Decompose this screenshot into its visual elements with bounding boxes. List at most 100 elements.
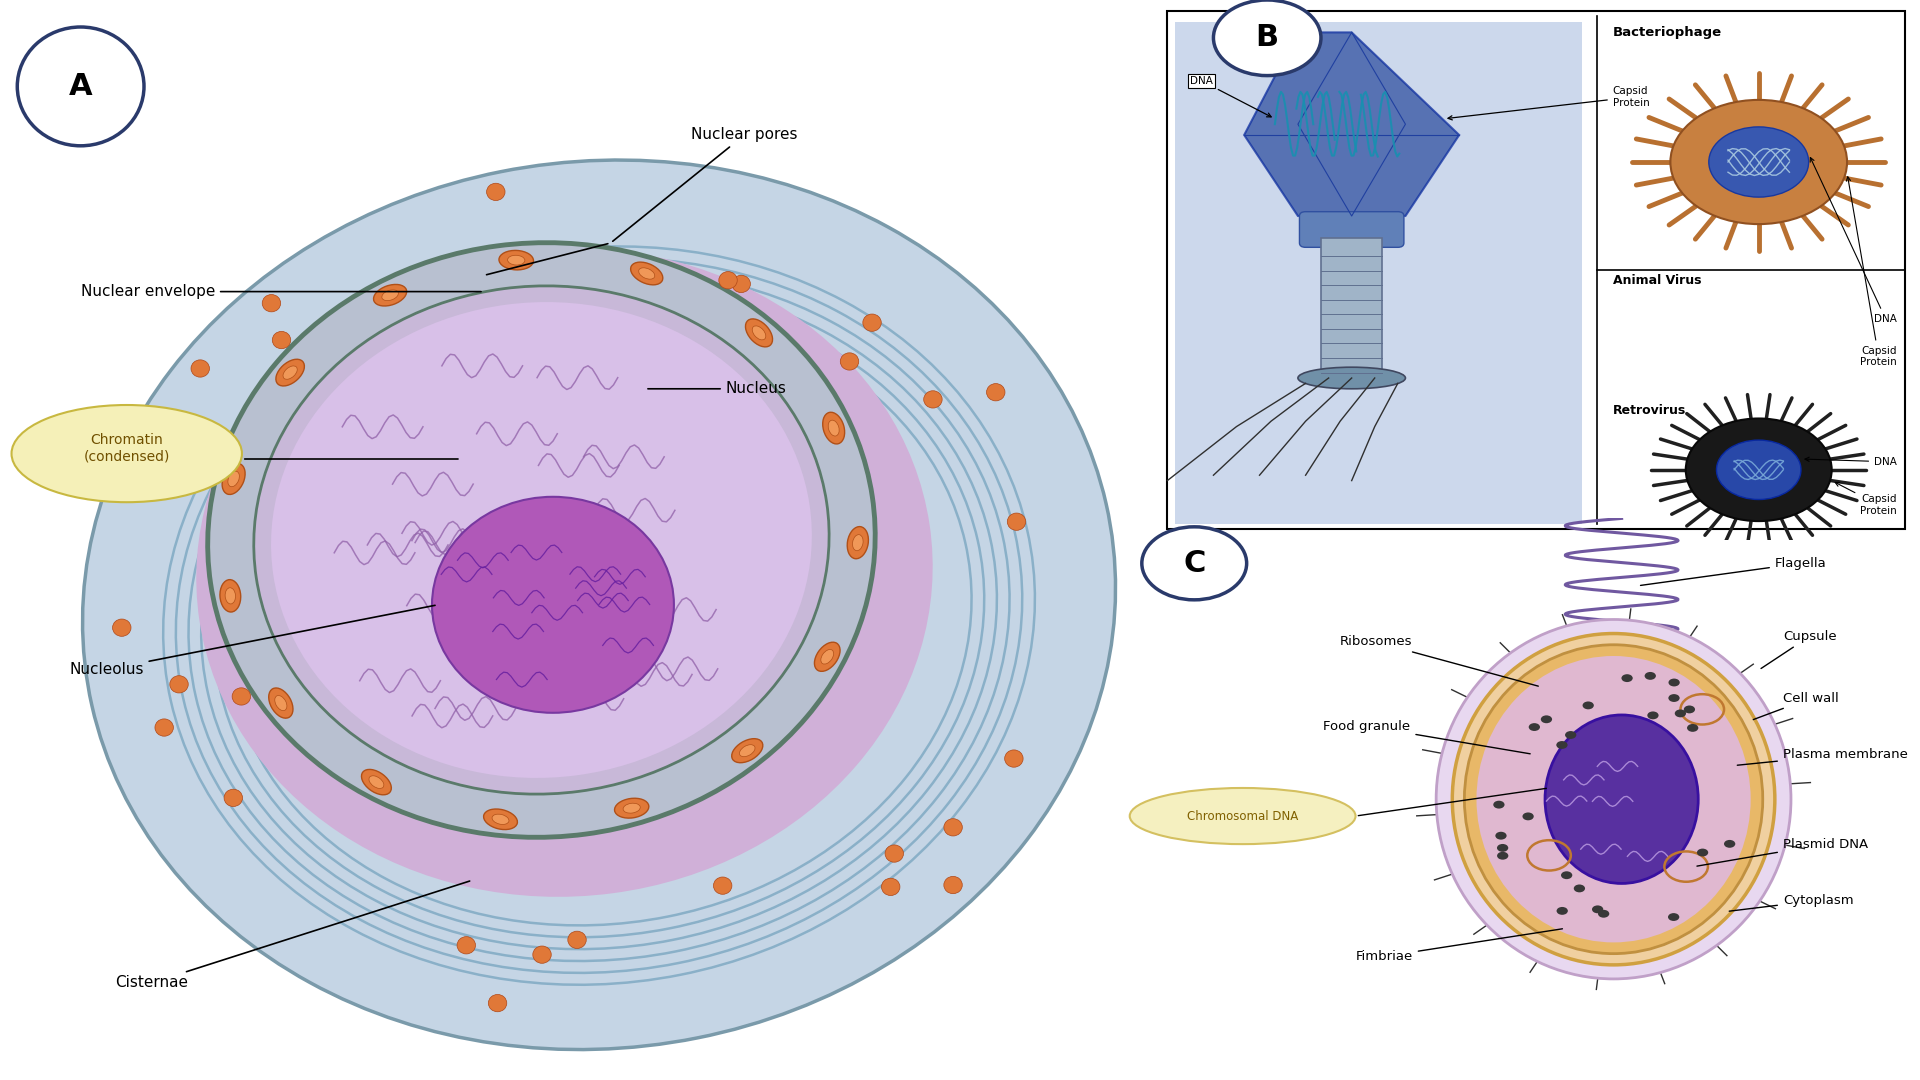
Circle shape [1523, 812, 1534, 821]
Circle shape [1142, 527, 1246, 599]
Circle shape [885, 845, 904, 862]
Text: Capsid
Protein: Capsid Protein [1448, 86, 1649, 120]
Circle shape [1561, 872, 1572, 879]
Circle shape [1557, 741, 1567, 748]
Circle shape [718, 271, 737, 288]
FancyBboxPatch shape [1300, 212, 1404, 247]
Ellipse shape [614, 798, 649, 819]
Circle shape [1724, 840, 1736, 848]
Circle shape [1668, 694, 1680, 702]
Ellipse shape [1476, 656, 1751, 943]
Ellipse shape [814, 643, 841, 672]
Circle shape [1574, 885, 1586, 892]
Ellipse shape [83, 160, 1116, 1050]
FancyBboxPatch shape [1167, 11, 1905, 529]
Text: Nuclear pores: Nuclear pores [612, 127, 797, 241]
Ellipse shape [739, 745, 755, 757]
Ellipse shape [852, 535, 864, 551]
Ellipse shape [223, 463, 246, 495]
Circle shape [1716, 440, 1801, 499]
Ellipse shape [253, 286, 829, 794]
Text: Cytoplasm: Cytoplasm [1730, 894, 1853, 912]
Circle shape [1697, 849, 1709, 856]
Text: Nucleus: Nucleus [647, 381, 787, 396]
Circle shape [1684, 705, 1695, 714]
Ellipse shape [275, 696, 286, 711]
Ellipse shape [732, 739, 762, 762]
Ellipse shape [1465, 645, 1763, 954]
Circle shape [17, 27, 144, 146]
Text: Food granule: Food granule [1323, 719, 1530, 754]
Circle shape [568, 931, 586, 948]
Text: Nucleolus: Nucleolus [69, 605, 436, 677]
Circle shape [1582, 702, 1594, 710]
Ellipse shape [822, 413, 845, 444]
Text: B: B [1256, 24, 1279, 52]
Ellipse shape [624, 804, 639, 813]
Ellipse shape [432, 497, 674, 713]
Circle shape [225, 789, 242, 807]
Circle shape [987, 383, 1004, 401]
Ellipse shape [1452, 634, 1774, 964]
Circle shape [232, 688, 252, 705]
Circle shape [1645, 672, 1655, 679]
Circle shape [113, 619, 131, 636]
Ellipse shape [822, 649, 833, 664]
FancyBboxPatch shape [1175, 22, 1582, 524]
Text: Ribosomes: Ribosomes [1340, 635, 1538, 686]
Ellipse shape [12, 405, 242, 502]
Ellipse shape [225, 588, 236, 604]
Text: Nuclear envelope: Nuclear envelope [81, 284, 482, 299]
Ellipse shape [1298, 367, 1405, 389]
Circle shape [881, 878, 900, 895]
Circle shape [1557, 907, 1569, 915]
Circle shape [1213, 0, 1321, 76]
Circle shape [1528, 724, 1540, 731]
Circle shape [1709, 126, 1809, 197]
Circle shape [1592, 905, 1603, 914]
Ellipse shape [1436, 620, 1791, 978]
Ellipse shape [382, 289, 397, 300]
Circle shape [1498, 852, 1509, 860]
Text: Capsid
Protein: Capsid Protein [1847, 177, 1897, 367]
Ellipse shape [228, 471, 240, 487]
Ellipse shape [369, 775, 384, 788]
Ellipse shape [221, 580, 240, 612]
Ellipse shape [499, 251, 534, 270]
Circle shape [1008, 513, 1025, 530]
Ellipse shape [492, 814, 509, 824]
Circle shape [945, 876, 962, 893]
Text: Cupsule: Cupsule [1761, 630, 1837, 669]
Ellipse shape [745, 319, 772, 347]
Circle shape [862, 314, 881, 332]
Text: Capsid
Protein: Capsid Protein [1836, 483, 1897, 515]
Circle shape [156, 719, 173, 737]
Circle shape [1540, 715, 1551, 724]
Ellipse shape [639, 268, 655, 279]
Ellipse shape [361, 769, 392, 795]
Text: Chromosomal DNA: Chromosomal DNA [1187, 810, 1298, 823]
Text: Cisternae: Cisternae [115, 881, 470, 990]
Circle shape [263, 295, 280, 312]
Circle shape [1494, 800, 1505, 809]
Text: DNA: DNA [1811, 158, 1897, 324]
Circle shape [732, 275, 751, 293]
Ellipse shape [1546, 715, 1697, 883]
Ellipse shape [630, 262, 662, 285]
Text: Chromatin
(condensed): Chromatin (condensed) [84, 433, 169, 463]
Ellipse shape [374, 284, 407, 306]
Ellipse shape [271, 302, 812, 778]
Circle shape [1674, 710, 1686, 717]
Text: DNA: DNA [1190, 76, 1271, 117]
Circle shape [1688, 724, 1699, 732]
Circle shape [1668, 678, 1680, 687]
Circle shape [273, 332, 290, 349]
Ellipse shape [847, 527, 868, 558]
Text: Bacteriophage: Bacteriophage [1613, 26, 1722, 39]
Ellipse shape [1129, 788, 1356, 845]
Polygon shape [1244, 32, 1459, 216]
Circle shape [1686, 418, 1832, 521]
Circle shape [1647, 712, 1659, 719]
Circle shape [945, 819, 962, 836]
Ellipse shape [207, 243, 876, 837]
